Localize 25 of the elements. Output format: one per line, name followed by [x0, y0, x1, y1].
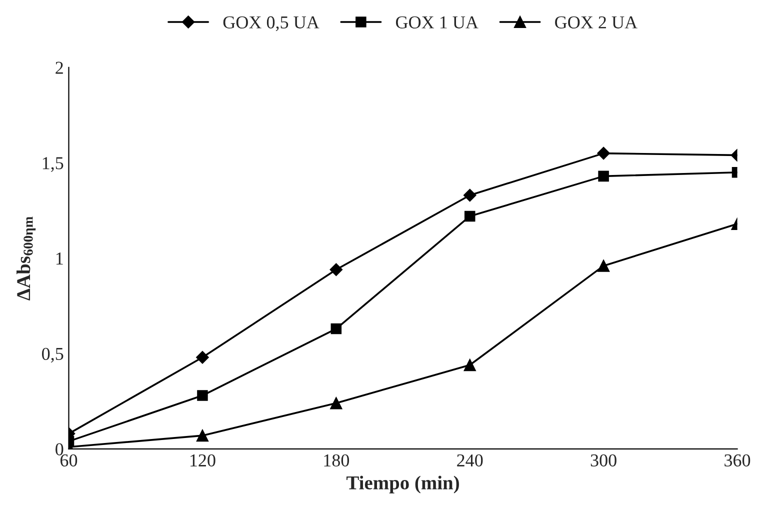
- x-axis-title: Tiempo (min): [346, 476, 459, 494]
- x-tick-label: 360: [724, 454, 750, 467]
- y-tick-label: 2: [56, 62, 63, 74]
- x-tick-label: 120: [190, 454, 216, 467]
- legend-label: GOX 2 UA: [555, 16, 638, 28]
- x-tick-label: 300: [590, 454, 616, 467]
- point: [330, 323, 342, 334]
- point: [196, 430, 209, 442]
- point: [463, 188, 476, 202]
- x-tick-label: 60: [60, 454, 78, 467]
- point: [196, 350, 209, 364]
- legend-label: GOX 0,5 UA: [223, 16, 320, 32]
- point: [464, 358, 476, 372]
- y-axis-title: ΔAbs$_{600ηm}$: [16, 216, 36, 300]
- point: [464, 210, 476, 222]
- point: [330, 263, 343, 276]
- y-tick-label: 1: [56, 252, 63, 264]
- legend-label: GOX 1 UA: [396, 16, 478, 28]
- x-tick-label: 240: [457, 454, 483, 467]
- y-tick-label: 1,5: [42, 157, 64, 172]
- y-tick-label: 0: [56, 443, 64, 456]
- y-tick-label: 0,5: [42, 348, 64, 363]
- x-tick-label: 180: [324, 454, 350, 467]
- point: [330, 397, 342, 410]
- point: [197, 390, 208, 401]
